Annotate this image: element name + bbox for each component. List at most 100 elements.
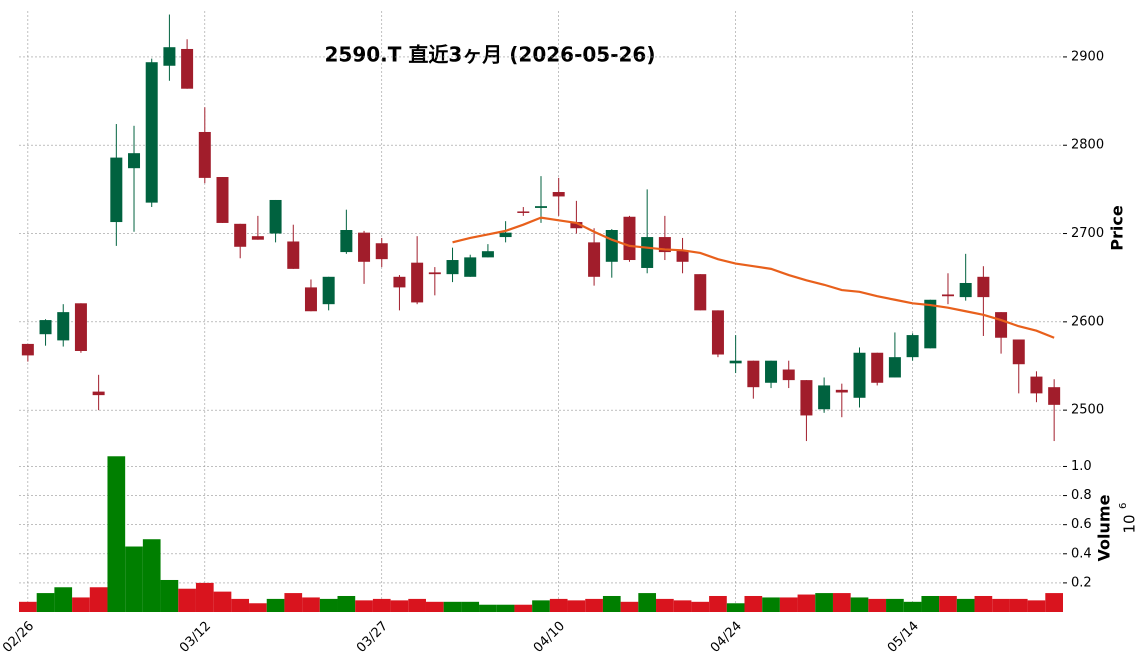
candle-body (57, 312, 70, 341)
volume-bar (939, 595, 957, 612)
candle-body (358, 232, 371, 262)
x-tick-label: 03/27 (354, 619, 391, 656)
candle-body (464, 257, 477, 277)
volume-bar (89, 587, 108, 612)
candle-body (959, 282, 972, 298)
volume-bar (620, 601, 639, 612)
volume-bar (868, 598, 887, 612)
candle-body (676, 250, 689, 262)
scale-exponent: 6 (1118, 503, 1129, 509)
candle-body (747, 360, 760, 388)
candle-body (588, 242, 601, 277)
volume-bar (355, 600, 373, 612)
x-tick-label: 03/12 (177, 619, 214, 656)
x-tick-label: 04/24 (708, 619, 745, 656)
x-tick-label: 02/26 (0, 619, 37, 656)
candle-body (623, 216, 636, 261)
candle-body (21, 343, 34, 356)
volume-bar (832, 593, 851, 612)
volume-bar (408, 598, 426, 612)
candle-body (269, 199, 282, 234)
volume-bar (302, 597, 320, 612)
volume-bar (461, 601, 480, 612)
volume-bar (425, 601, 444, 612)
volume-bar (1009, 598, 1028, 612)
candle-body (411, 262, 424, 303)
candle-body (871, 352, 884, 383)
volume-bar (567, 600, 586, 612)
volume-bar (992, 598, 1010, 612)
candle-body (128, 153, 141, 169)
volume-bar (921, 595, 940, 612)
candle-body (782, 369, 795, 381)
candle-body (163, 47, 176, 66)
y-tick-label: 2500 (1071, 403, 1104, 418)
y-tick-label: 0.4 (1071, 546, 1092, 561)
volume-bar (54, 587, 73, 612)
y-tick-label: 0.2 (1071, 575, 1092, 590)
volume-bar (691, 601, 710, 612)
candle-body (729, 360, 742, 364)
candle-body (110, 157, 123, 223)
volume-bar (390, 600, 409, 612)
volume-axis-label: Volume (1095, 494, 1114, 561)
candle-body (535, 206, 547, 208)
candle-body (287, 241, 300, 269)
candle-body (800, 380, 813, 416)
candle-body (570, 222, 583, 229)
volume-bar (656, 598, 674, 612)
candle-body (446, 260, 459, 275)
candle-body (234, 223, 247, 247)
volume-bar (514, 604, 533, 612)
candle-body (888, 357, 901, 378)
candle-body (924, 299, 937, 349)
candle-body (322, 276, 335, 305)
volume-bar (903, 601, 922, 612)
volume-bar (125, 546, 143, 612)
candle-body (835, 389, 848, 393)
candle-body (375, 243, 388, 260)
candle-body (605, 230, 618, 262)
volume-bar (709, 595, 727, 612)
candle-body (145, 62, 158, 203)
volume-bar (496, 604, 515, 612)
volume-bar (1027, 600, 1046, 612)
volume-bar (532, 600, 550, 612)
y-tick-label: 2900 (1071, 49, 1104, 64)
volume-bar (974, 595, 993, 612)
volume-bar (673, 600, 692, 612)
volume-bar (779, 597, 798, 612)
candle-body (1030, 376, 1043, 394)
price-axis-label: Price (1108, 205, 1127, 251)
candle-body (428, 272, 441, 275)
candle-body (216, 177, 229, 223)
candle-body (74, 303, 87, 351)
volume-bar (372, 598, 391, 612)
y-tick-label: 2700 (1071, 226, 1104, 241)
volume-scale: 10 6 (1118, 503, 1139, 534)
volume-bar (956, 598, 975, 612)
candle-body (941, 294, 954, 297)
volume-bar (36, 593, 55, 612)
volume-bar (142, 539, 161, 612)
volume-bar (160, 579, 179, 612)
candle-body (641, 237, 654, 268)
candle-body (181, 48, 194, 89)
volume-bar (549, 598, 568, 612)
x-tick-label: 04/10 (531, 619, 568, 656)
candle-body (92, 391, 105, 396)
volume-bar (762, 597, 780, 612)
volume-bar (638, 593, 657, 612)
volume-bar (195, 582, 214, 612)
candle-body (517, 211, 530, 213)
candle-body (995, 312, 1008, 338)
volume-bar (602, 595, 621, 612)
y-tick-label: 0.8 (1071, 488, 1092, 503)
scale-base: 10 (1121, 514, 1139, 533)
volume-bar (815, 593, 833, 612)
volume-bar (850, 597, 869, 612)
volume-bar (1045, 593, 1063, 612)
candle-body (481, 251, 494, 258)
y-tick-label: 1.0 (1071, 459, 1092, 474)
volume-bar (797, 594, 816, 612)
